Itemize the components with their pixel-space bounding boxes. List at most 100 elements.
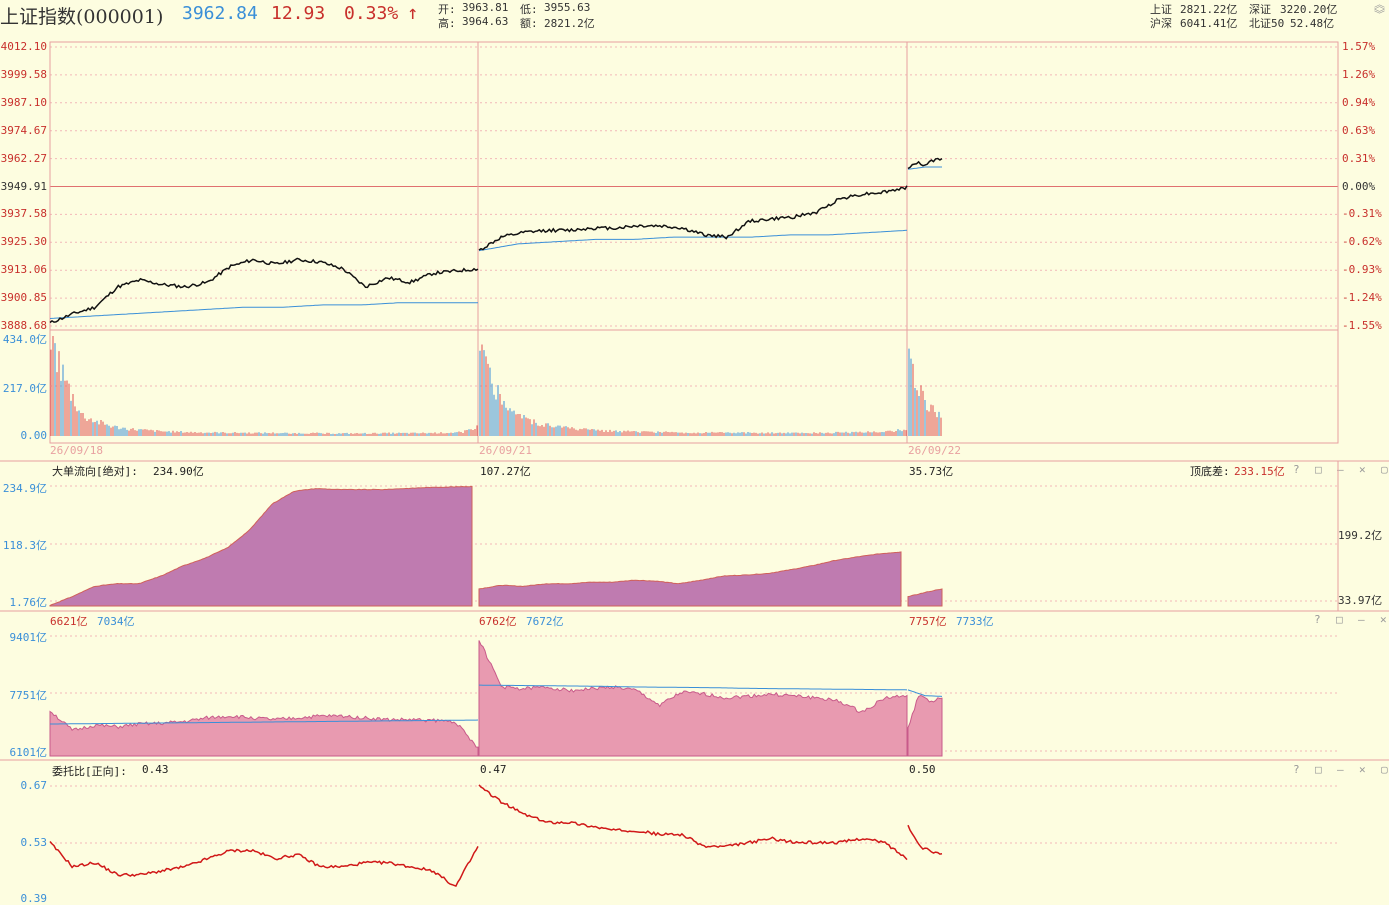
ratio-line	[478, 784, 908, 861]
low-value: 3955.63	[544, 1, 591, 14]
amount-label: 额:	[520, 17, 538, 30]
index-price: 3962.84	[182, 3, 258, 24]
price-line	[49, 257, 479, 324]
amount-a3: 7757亿	[909, 615, 947, 628]
hs-value: 6041.41亿	[1180, 17, 1238, 30]
axis-tick-label: 3999.58	[0, 67, 47, 81]
amount-area	[478, 640, 908, 757]
avg-price-line	[478, 229, 908, 252]
help-icon[interactable]: ?	[1293, 763, 1300, 776]
max-icon[interactable]: ▢	[1381, 463, 1388, 476]
axis-tick-label: 0.00%	[1342, 179, 1376, 193]
flow-area	[49, 485, 473, 607]
amount-b1: 7034亿	[97, 615, 135, 628]
amount-avg-line	[479, 684, 908, 691]
axis-tick-label: -1.55%	[1342, 319, 1382, 332]
axis-tick-label: 3888.68	[0, 319, 47, 332]
axis-tick-label: 3974.67	[0, 123, 47, 137]
diff-label: 顶底差:	[1190, 465, 1230, 478]
axis-tick-label: 118.3亿	[2, 539, 47, 552]
flow-right-tick-2: 33.97亿	[1338, 594, 1383, 607]
axis-tick-label: 0.53	[20, 835, 48, 849]
axis-tick-label: 1.76亿	[9, 596, 48, 609]
amount-avg-line	[50, 719, 479, 725]
help-icon[interactable]: ?	[1314, 613, 1321, 626]
amount-value: 2821.2亿	[544, 17, 595, 30]
ratio-label: 委托比[正向]:	[52, 765, 127, 778]
sz-value: 3220.20亿	[1280, 3, 1338, 16]
ratio-value-3: 0.50	[909, 763, 936, 776]
amount-b2: 7672亿	[526, 615, 564, 628]
axis-tick-label: 0.94%	[1342, 95, 1376, 109]
axis-tick-label: 3925.30	[0, 235, 47, 249]
amount-area	[49, 710, 479, 757]
flow-value-3: 35.73亿	[909, 465, 954, 478]
axis-tick-label: 234.9亿	[2, 482, 47, 495]
bz-label: 北证50	[1249, 17, 1285, 30]
axis-tick-label: 1.26%	[1342, 67, 1376, 81]
amount-a2: 6762亿	[479, 615, 517, 628]
amount-avg-line	[907, 689, 943, 697]
sh-label: 上证	[1150, 3, 1172, 16]
volume-panel-frame	[49, 329, 1339, 444]
low-label: 低:	[520, 3, 538, 16]
hs-label: 沪深	[1150, 17, 1172, 30]
axis-tick-label: -1.24%	[1342, 291, 1382, 305]
axis-tick-label: 3937.58	[0, 207, 47, 221]
close-icon[interactable]: ✕	[1380, 613, 1387, 626]
axis-tick-label: -0.93%	[1342, 263, 1382, 277]
axis-tick-label: 1.57%	[1342, 40, 1376, 53]
ratio-line	[907, 824, 943, 855]
flow-value-1: 234.90亿	[153, 465, 204, 478]
axis-tick-label: -0.31%	[1342, 207, 1382, 221]
bz-value: 52.48亿	[1290, 17, 1335, 30]
axis-tick-label: 7751亿	[9, 688, 48, 702]
diff-value: 233.15亿	[1234, 465, 1285, 478]
open-label: 开:	[438, 3, 456, 16]
help-icon[interactable]: ?	[1293, 463, 1300, 476]
avg-price-line	[907, 166, 942, 170]
ratio-line	[49, 841, 479, 888]
flow-right-tick-1: 199.2亿	[1338, 529, 1383, 542]
axis-tick-label: 434.0亿	[2, 333, 47, 346]
axis-tick-label: 3962.27	[0, 151, 47, 165]
max-icon[interactable]: ▢	[1381, 763, 1388, 776]
price-line	[907, 157, 943, 170]
avg-price-line	[49, 302, 478, 319]
minimize-icon[interactable]: —	[1358, 613, 1365, 626]
restore-icon[interactable]: □	[1336, 613, 1343, 626]
minimize-icon[interactable]: —	[1337, 463, 1344, 476]
open-value: 3963.81	[462, 1, 509, 14]
axis-tick-label: 0.67	[20, 779, 48, 792]
close-icon[interactable]: ✕	[1359, 463, 1366, 476]
flow-area	[907, 588, 943, 607]
amount-a1: 6621亿	[50, 615, 88, 628]
close-icon[interactable]: ✕	[1359, 763, 1366, 776]
amount-b3: 7733亿	[956, 615, 994, 628]
up-arrow-icon: ↑	[407, 2, 419, 24]
axis-tick-label: 0.00	[20, 429, 48, 442]
axis-tick-label: 3900.85	[0, 291, 47, 305]
sh-value: 2821.22亿	[1180, 3, 1238, 16]
axis-tick-label: 0.63%	[1342, 123, 1376, 137]
minimize-icon[interactable]: —	[1337, 763, 1344, 776]
axis-tick-label: 9401亿	[9, 631, 48, 644]
date-label: 26/09/22	[908, 444, 961, 457]
axis-tick-label: 6101亿	[9, 746, 48, 759]
price-line	[478, 185, 908, 251]
axis-tick-label: -0.62%	[1342, 235, 1382, 249]
collapse-chevron-icon[interactable]: ︽ ︾	[1374, 0, 1385, 21]
axis-tick-label: 3987.10	[0, 95, 47, 109]
axis-tick-label: 0.31%	[1342, 151, 1376, 165]
date-label: 26/09/18	[50, 444, 103, 457]
date-label: 26/09/21	[479, 444, 532, 457]
axis-tick-label: 4012.10	[0, 40, 47, 53]
flow-label: 大单流向[绝对]:	[52, 465, 138, 478]
ratio-value-1: 0.43	[142, 763, 169, 776]
restore-icon[interactable]: □	[1315, 763, 1322, 776]
flow-area	[478, 551, 902, 607]
high-value: 3964.63	[462, 15, 509, 28]
axis-tick-label: 217.0亿	[2, 382, 47, 395]
restore-icon[interactable]: □	[1315, 463, 1322, 476]
